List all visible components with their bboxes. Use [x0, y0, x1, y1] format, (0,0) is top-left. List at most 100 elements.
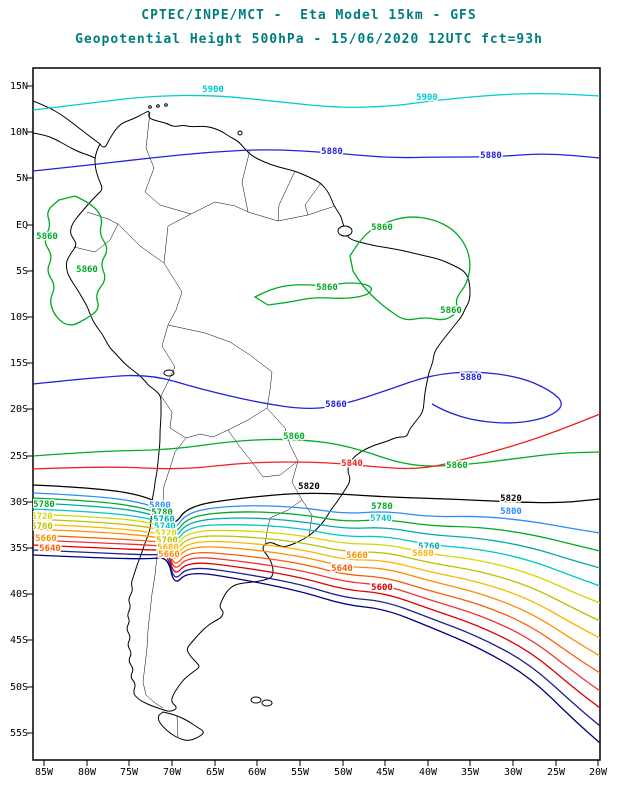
- contour-label: 5780: [151, 508, 173, 518]
- marajo-island: [337, 225, 353, 237]
- contour-label: 5660: [158, 550, 180, 560]
- coastlines: [33, 100, 471, 741]
- contour-line-5860-central-blob: [253, 282, 372, 306]
- contour-label: 5900: [202, 85, 224, 95]
- caribbean-island-dot: [164, 103, 168, 107]
- contour-label: 5640: [331, 564, 353, 574]
- lon-tick-label: 30W: [504, 767, 523, 778]
- lon-tick-label: 35W: [461, 767, 480, 778]
- lat-tick-label: 5N: [16, 173, 28, 184]
- falkland-island-east: [261, 699, 273, 707]
- contour-line-5600: [33, 544, 600, 709]
- lat-tick-label: 15N: [10, 81, 28, 92]
- caribbean-island-dot: [156, 104, 160, 108]
- lat-tick-label: 50S: [10, 682, 28, 693]
- lat-tick-label: 25S: [10, 451, 28, 462]
- lat-tick-label: 20S: [10, 404, 28, 415]
- contour-label: 5860: [371, 223, 393, 233]
- lon-tick-label: 50W: [334, 767, 353, 778]
- lat-tick-label: 15S: [10, 358, 28, 369]
- lat-tick-label: EQ: [16, 220, 28, 231]
- contour-label: 5860: [283, 432, 305, 442]
- lon-tick-label: 25W: [547, 767, 566, 778]
- contour-line-5580: [33, 549, 600, 727]
- contour-label: 5880: [480, 151, 502, 161]
- coastline-south-america: [65, 111, 471, 712]
- contour-label: 5860: [446, 461, 468, 471]
- contour-label: 5860: [76, 265, 98, 275]
- contour-line-5640: [33, 534, 600, 674]
- coastline-central-america-caribbean: [33, 100, 101, 145]
- contour-label: 5800: [149, 501, 171, 511]
- lat-tick-label: 55S: [10, 728, 28, 739]
- contour-line-5760: [33, 502, 600, 569]
- contour-label: 5840: [341, 459, 363, 469]
- contour-label: 5740: [370, 514, 392, 524]
- contour-line-5620: [33, 539, 600, 692]
- contour-line-5560: [33, 554, 600, 744]
- lon-tick-label: 65W: [206, 767, 225, 778]
- lon-tick-label: 55W: [291, 767, 310, 778]
- contour-line-5780: [33, 497, 600, 552]
- contour-line-5860-andes-blob: [44, 195, 108, 326]
- contour-label: 5860: [316, 283, 338, 293]
- contour-label: 5660: [35, 534, 57, 544]
- trinidad-island-dot: [237, 130, 243, 136]
- lat-tick-label: 30S: [10, 497, 28, 508]
- lake-titicaca: [163, 369, 175, 377]
- contour-label: 5680: [412, 549, 434, 559]
- lat-axis-ticks: [27, 85, 33, 734]
- lat-tick-label: 10N: [10, 127, 28, 138]
- lon-tick-label: 45W: [376, 767, 395, 778]
- contour-label: 5660: [346, 551, 368, 561]
- contour-label: 5680: [157, 543, 179, 553]
- lat-tick-label: 35S: [10, 543, 28, 554]
- lat-tick-label: 40S: [10, 589, 28, 600]
- contour-label: 5800: [500, 507, 522, 517]
- contour-label: 5860: [325, 400, 347, 410]
- lat-tick-label: 10S: [10, 312, 28, 323]
- contour-label: 5880: [460, 373, 482, 383]
- falkland-island-west: [250, 696, 262, 704]
- contour-lines: [33, 92, 600, 744]
- lon-tick-label: 75W: [120, 767, 139, 778]
- contour-label: 5780: [371, 502, 393, 512]
- contour-label: 5700: [31, 522, 53, 532]
- contour-line-5860-south: [33, 438, 600, 467]
- chart-title-model: CPTEC/INPE/MCT - Eta Model 15km - GFS: [141, 8, 477, 23]
- contour-label: 5860: [440, 306, 462, 316]
- chart-title-field: Geopotential Height 500hPa - 15/06/2020 …: [75, 32, 543, 47]
- lon-axis-labels: 85W 80W 75W 70W 65W 60W 55W 50W 45W 40W …: [35, 767, 608, 778]
- lon-tick-label: 20W: [589, 767, 608, 778]
- lat-tick-label: 5S: [16, 266, 28, 277]
- contour-line-5660: [33, 528, 600, 657]
- contour-label: 5740: [154, 522, 176, 532]
- lat-tick-label: 45S: [10, 635, 28, 646]
- caribbean-island-dot: [148, 105, 152, 109]
- contour-line-5800: [33, 492, 600, 534]
- lat-axis-labels: 15N 10N 5N EQ 5S 10S 15S 20S 25S 30S 35S…: [10, 81, 28, 739]
- contour-label: 5880: [321, 147, 343, 157]
- contour-line-5900: [33, 92, 600, 111]
- contour-labels: 5900 5900 5880 5880 5860 5860 5860 5860 …: [31, 84, 523, 595]
- contour-label: 5820: [298, 482, 320, 492]
- country-borders: [73, 111, 336, 739]
- lon-tick-label: 60W: [248, 767, 267, 778]
- chart-titles: CPTEC/INPE/MCT - Eta Model 15km - GFS Ge…: [0, 0, 618, 47]
- lon-axis-ticks: [43, 760, 599, 766]
- contour-line-5720: [33, 513, 600, 604]
- contour-line-5680: [33, 523, 600, 639]
- coastline-central-america-pacific: [33, 132, 96, 159]
- contour-label: 5820: [500, 494, 522, 504]
- contour-label: 5860: [36, 232, 58, 242]
- contour-line-5740: [33, 508, 600, 587]
- lon-tick-label: 80W: [78, 767, 97, 778]
- contour-label: 5700: [156, 536, 178, 546]
- lon-tick-label: 40W: [419, 767, 438, 778]
- contour-line-5840: [33, 413, 600, 470]
- lon-tick-label: 85W: [35, 767, 54, 778]
- contour-line-5700: [33, 518, 600, 622]
- coastline-tierra-del-fuego: [157, 711, 204, 741]
